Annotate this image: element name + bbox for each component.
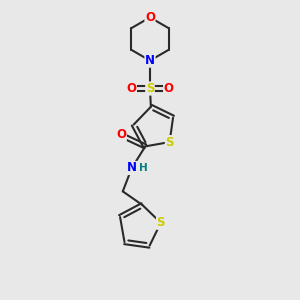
Text: S: S	[157, 216, 165, 229]
Text: H: H	[139, 163, 148, 173]
Text: O: O	[164, 82, 174, 95]
Text: S: S	[146, 82, 154, 95]
Text: N: N	[127, 161, 137, 175]
Text: O: O	[126, 82, 136, 95]
Text: O: O	[145, 11, 155, 24]
Text: O: O	[116, 128, 126, 141]
Text: S: S	[165, 136, 174, 148]
Text: N: N	[145, 54, 155, 67]
